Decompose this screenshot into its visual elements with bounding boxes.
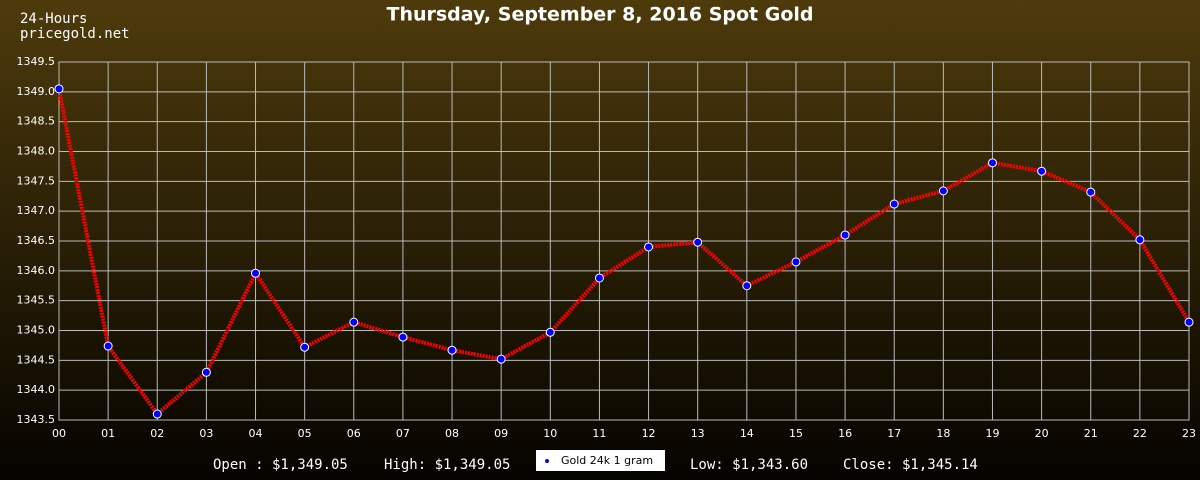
- x-tick-label: 14: [740, 427, 754, 440]
- chart-title: Thursday, September 8, 2016 Spot Gold: [386, 4, 813, 26]
- data-point: [1184, 317, 1194, 327]
- x-tick-label: 02: [150, 427, 164, 440]
- data-point: [742, 281, 752, 291]
- series-line: [57, 88, 1191, 417]
- data-point: [693, 237, 703, 247]
- data-point: [496, 354, 506, 364]
- data-point: [300, 342, 310, 352]
- data-point: [201, 367, 211, 377]
- y-tick-label: 1348.0: [17, 145, 56, 158]
- y-tick-label: 1349.5: [17, 55, 56, 68]
- data-point: [545, 327, 555, 337]
- x-tick-label: 11: [592, 427, 606, 440]
- y-tick-label: 1344.5: [17, 353, 56, 366]
- x-tick-label: 08: [445, 427, 459, 440]
- x-tick-label: 23: [1182, 427, 1196, 440]
- data-point: [889, 199, 899, 209]
- stat: High: $1,349.05: [384, 457, 510, 473]
- data-point: [1135, 235, 1145, 245]
- x-tick-label: 18: [936, 427, 950, 440]
- legend: [536, 450, 665, 471]
- x-tick-label: 00: [52, 427, 66, 440]
- data-point: [594, 273, 604, 283]
- x-tick-label: 20: [1035, 427, 1049, 440]
- data-point: [987, 158, 997, 168]
- data-point: [1037, 166, 1047, 176]
- y-tick-label: 1345.5: [17, 294, 56, 307]
- x-tick-label: 09: [494, 427, 508, 440]
- x-tick-label: 19: [985, 427, 999, 440]
- x-tick-label: 05: [298, 427, 312, 440]
- legend-label: Gold 24k 1 gram: [561, 454, 653, 467]
- y-tick-label: 1346.5: [17, 234, 56, 247]
- x-tick-label: 15: [789, 427, 803, 440]
- x-tick-label: 13: [691, 427, 705, 440]
- x-tick-label: 12: [642, 427, 656, 440]
- y-tick-label: 1345.0: [17, 324, 56, 337]
- y-tick-label: 1343.5: [17, 413, 56, 426]
- data-point: [644, 242, 654, 252]
- data-point: [1086, 187, 1096, 197]
- stat: Open : $1,349.05: [213, 457, 348, 473]
- data-point: [152, 409, 162, 419]
- stat: Low: $1,343.60: [690, 457, 808, 473]
- x-tick-label: 10: [543, 427, 557, 440]
- y-tick-label: 1348.5: [17, 115, 56, 128]
- data-point: [54, 84, 64, 94]
- corner-text: 24-Hours: [20, 11, 87, 27]
- data-point: [791, 257, 801, 267]
- data-point: [251, 268, 261, 278]
- data-point: [398, 332, 408, 342]
- x-tick-label: 01: [101, 427, 115, 440]
- y-tick-label: 1347.0: [17, 204, 56, 217]
- x-tick-label: 07: [396, 427, 410, 440]
- data-point: [103, 341, 113, 351]
- x-tick-label: 16: [838, 427, 852, 440]
- y-tick-label: 1346.0: [17, 264, 56, 277]
- stat: Close: $1,345.14: [843, 457, 978, 473]
- data-point: [840, 230, 850, 240]
- x-tick-label: 04: [249, 427, 263, 440]
- y-tick-label: 1349.0: [17, 85, 56, 98]
- legend-marker: [545, 459, 549, 463]
- y-tick-label: 1347.5: [17, 174, 56, 187]
- x-tick-label: 17: [887, 427, 901, 440]
- data-point: [938, 186, 948, 196]
- data-point: [447, 345, 457, 355]
- x-tick-label: 03: [199, 427, 213, 440]
- x-tick-label: 21: [1084, 427, 1098, 440]
- y-tick-label: 1344.0: [17, 383, 56, 396]
- x-tick-label: 22: [1133, 427, 1147, 440]
- x-tick-label: 06: [347, 427, 361, 440]
- corner-text: pricegold.net: [20, 26, 130, 42]
- data-point: [349, 317, 359, 327]
